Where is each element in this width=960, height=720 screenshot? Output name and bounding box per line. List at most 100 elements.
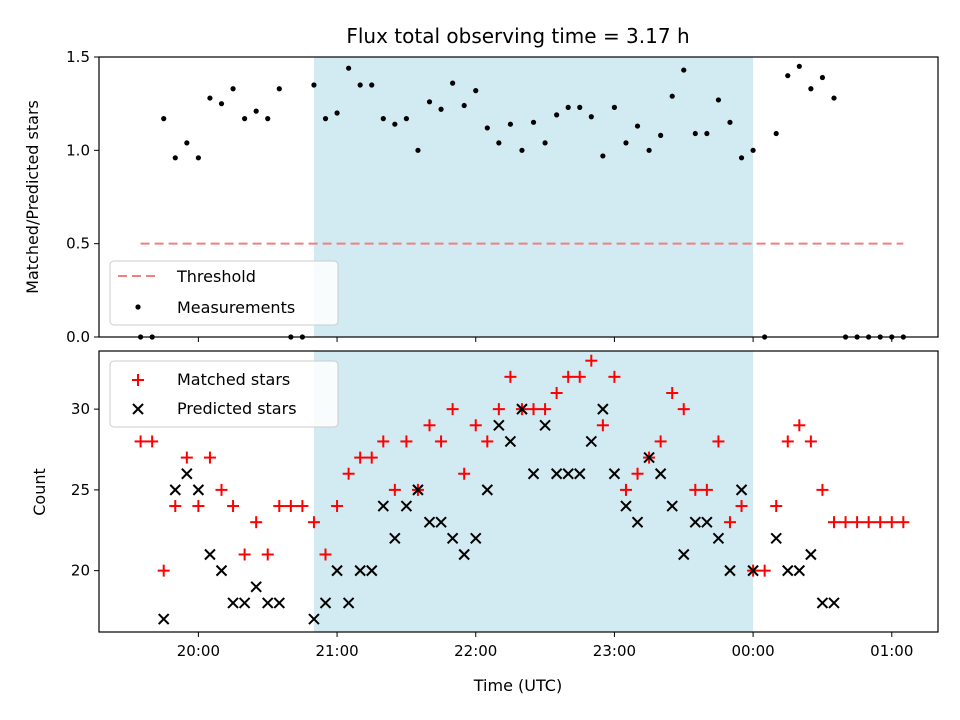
measurement-point bbox=[507, 121, 514, 127]
matched-star-point bbox=[377, 435, 390, 448]
matched-star-point bbox=[885, 516, 898, 529]
matched-star-point bbox=[227, 500, 240, 513]
chart-title: Flux total observing time = 3.17 h bbox=[346, 24, 689, 48]
measurement-point bbox=[750, 147, 756, 153]
bottom-shaded-interval-layer bbox=[313, 351, 754, 632]
predicted-star-b bbox=[828, 597, 840, 609]
matched-star-point bbox=[608, 370, 621, 383]
top-y-ticks: 0.0 0.5 1.0 1.5 bbox=[66, 48, 99, 346]
measurement-point bbox=[808, 86, 814, 92]
matched-star-point bbox=[388, 483, 401, 496]
matched-star-point bbox=[631, 467, 644, 480]
predicted-star-b bbox=[735, 484, 748, 496]
measurement-point bbox=[426, 99, 433, 105]
predicted-star-point bbox=[643, 451, 655, 464]
measurement-point bbox=[207, 95, 213, 101]
measurement-point bbox=[484, 125, 490, 131]
predicted-star-b bbox=[262, 597, 274, 609]
predicted-star-point bbox=[539, 419, 551, 431]
y-tick-label: 1.0 bbox=[66, 141, 90, 159]
predicted-star-point bbox=[805, 548, 817, 561]
predicted-star-point bbox=[666, 500, 678, 512]
bottom-x-ticks: 20:00 21:00 22:00 23:00 00:00 01:00 bbox=[177, 632, 913, 660]
predicted-star-b bbox=[470, 532, 482, 545]
measurement-point bbox=[565, 104, 571, 110]
predicted-star-point bbox=[527, 468, 540, 480]
predicted-star-point bbox=[550, 468, 563, 480]
predicted-star-point bbox=[354, 564, 366, 577]
predicted-star-point bbox=[770, 532, 782, 545]
predicted-star-point bbox=[504, 435, 517, 448]
measurement-point bbox=[623, 140, 629, 146]
predicted-star-point bbox=[331, 564, 343, 577]
x-tick-label: 00:00 bbox=[731, 642, 774, 660]
matched-star-point bbox=[319, 548, 332, 561]
y-tick-label: 0.0 bbox=[66, 328, 90, 346]
predicted-star-b bbox=[481, 484, 494, 496]
bottom-legend: Matched stars Predicted stars bbox=[109, 360, 339, 428]
matched-star-point bbox=[851, 516, 864, 529]
y-tick-label: 1.5 bbox=[66, 48, 90, 66]
matched-star-point bbox=[365, 451, 378, 464]
matched-star-point bbox=[562, 370, 575, 383]
matched-star-point bbox=[689, 483, 702, 496]
matched-star-point bbox=[539, 403, 552, 416]
measurement-point bbox=[542, 140, 548, 146]
measurement-point bbox=[253, 108, 259, 114]
top-shaded-interval-layer bbox=[313, 57, 754, 337]
matched-star-point bbox=[654, 435, 667, 448]
matched-star-point bbox=[596, 419, 609, 432]
matched-star-point bbox=[793, 419, 806, 432]
predicted-star-point bbox=[319, 597, 332, 609]
matched-star-point bbox=[469, 419, 482, 432]
matched-star-point bbox=[619, 483, 632, 496]
predicted-star-b bbox=[493, 419, 505, 431]
measurement-point bbox=[611, 104, 618, 110]
measurement-point bbox=[819, 74, 826, 81]
x-tick-label: 20:00 bbox=[177, 642, 220, 660]
matched-star-point bbox=[134, 435, 147, 448]
matched-star-point bbox=[677, 403, 690, 416]
predicted-star-b bbox=[631, 516, 644, 528]
measurement-point bbox=[658, 132, 664, 138]
y-tick-label: 0.5 bbox=[66, 235, 90, 253]
predicted-star-b bbox=[678, 548, 690, 561]
predicted-star-point bbox=[169, 484, 181, 496]
matched-star-point bbox=[827, 516, 840, 529]
matched-star-point bbox=[273, 500, 286, 513]
measurement-point bbox=[681, 67, 687, 73]
y-tick-label: 20 bbox=[71, 562, 90, 580]
predicted-star-point bbox=[631, 516, 644, 528]
measurement-point bbox=[230, 86, 236, 92]
predicted-star-point bbox=[377, 500, 389, 512]
measurement-point bbox=[577, 104, 583, 110]
predicted-star-point bbox=[342, 597, 355, 609]
measurement-point bbox=[519, 147, 525, 153]
predicted-star-b bbox=[204, 548, 216, 561]
predicted-star-point bbox=[678, 548, 690, 561]
measurement-point bbox=[704, 130, 710, 137]
predicted-star-point bbox=[389, 532, 401, 545]
matched-star-point bbox=[758, 564, 771, 577]
predicted-star-point bbox=[735, 484, 748, 496]
matched-star-point bbox=[862, 516, 875, 529]
predicted-star-point bbox=[250, 581, 262, 593]
predicted-star-b bbox=[273, 597, 285, 609]
measurement-point bbox=[172, 155, 178, 161]
measurement-point bbox=[369, 82, 375, 88]
matched-star-point bbox=[342, 467, 355, 480]
measurement-point bbox=[311, 82, 317, 88]
predicted-star-b bbox=[158, 613, 170, 625]
matched-star-point bbox=[666, 386, 679, 399]
measurement-point bbox=[450, 80, 456, 86]
predicted-star-point bbox=[574, 468, 586, 480]
matched-star-point bbox=[550, 386, 563, 399]
predicted-star-point bbox=[562, 468, 574, 480]
predicted-star-point bbox=[608, 468, 621, 480]
predicted-star-b bbox=[654, 468, 667, 480]
matched-star-point bbox=[157, 564, 170, 577]
predicted-star-point bbox=[412, 484, 424, 496]
matched-star-point bbox=[354, 451, 367, 464]
predicted-star-point bbox=[747, 564, 759, 577]
measurement-point bbox=[276, 86, 282, 92]
